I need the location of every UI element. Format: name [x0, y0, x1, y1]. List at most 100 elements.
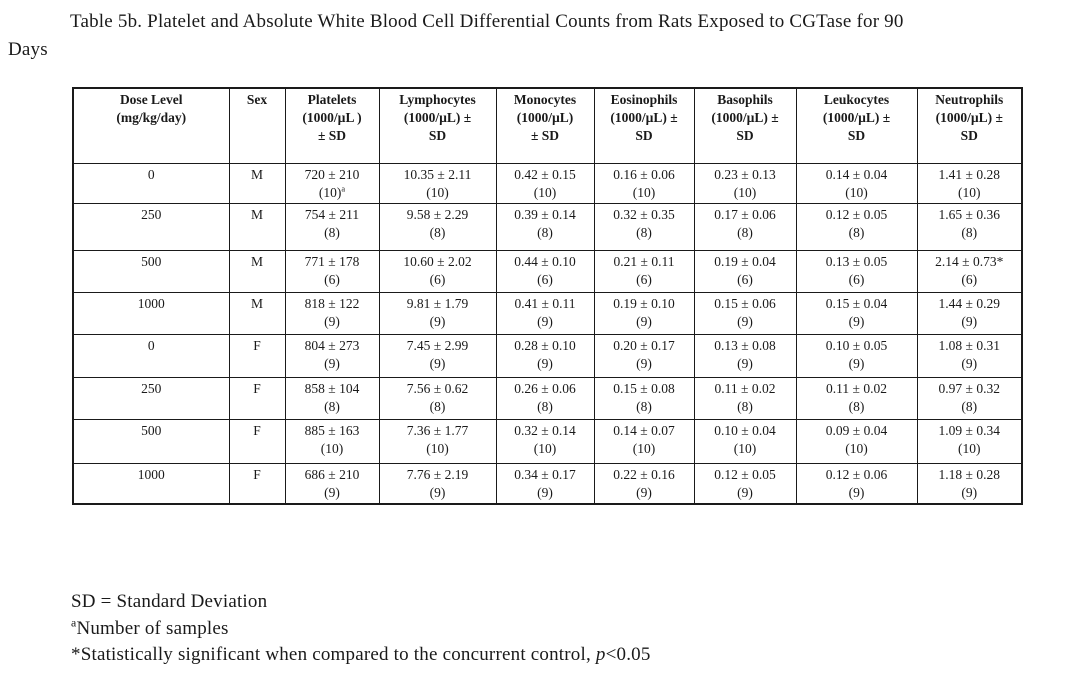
- cell-sex: F: [228, 419, 286, 464]
- cell-sample-count: (10): [426, 441, 449, 456]
- cell-sample-count: (9): [537, 314, 553, 329]
- table-row: 250 F 858 ± 104 (8) 7.56 ± 0.62 (8) 0.26 ± 0.0…: [72, 377, 1023, 420]
- cell-sample-count: (9): [324, 356, 340, 371]
- cell-value: 1.09 ± 0.34: [938, 423, 1000, 438]
- cell-value: 1.41 ± 0.28: [938, 167, 1000, 182]
- cell-sample-count: (9): [429, 356, 446, 371]
- cell-sample-count: (9): [737, 314, 753, 329]
- column-header-neutrophils: Neutrophils (1000/µL) ± SD: [916, 87, 1023, 164]
- cell-sex: M: [228, 292, 286, 335]
- cell-platelets: 804 ± 273 (9): [284, 334, 380, 378]
- cell-value: 771 ± 178: [304, 254, 360, 269]
- cell-sex: M: [228, 163, 286, 204]
- cell-value: 0.14 ± 0.04: [825, 167, 888, 182]
- cell-neutrophils: 1.09 ± 0.34 (10): [916, 419, 1023, 464]
- cell-basophils: 0.23 ± 0.13 (10): [693, 163, 797, 204]
- cell-sample-count: (10): [533, 441, 557, 456]
- table-header: Dose Level (mg/kg/day) Sex Platelets (1000/µ…: [72, 87, 1023, 164]
- column-header-sex: Sex: [228, 87, 286, 164]
- column-header-leukocytes: Leukocytes (1000/µL) ± SD: [795, 87, 918, 164]
- cell-sex: F: [228, 334, 286, 378]
- cell-sample-count: (9): [737, 485, 753, 500]
- column-header-line: ± SD: [317, 128, 347, 143]
- cell-sample-count: (9): [848, 314, 865, 329]
- column-header-line: Leukocytes: [823, 92, 890, 107]
- cell-sex: M: [228, 250, 286, 293]
- cell-neutrophils: 1.18 ± 0.28 (9): [916, 463, 1023, 505]
- cell-sample-count: (10): [320, 441, 344, 456]
- footnote-text: a: [71, 616, 77, 630]
- cell-platelets: 885 ± 163 (10): [284, 419, 380, 464]
- column-header-line: (mg/kg/day): [116, 110, 187, 125]
- cell-value: 720 ± 210: [304, 167, 360, 182]
- column-header-line: SD: [428, 128, 447, 143]
- cell-value: 0.19 ± 0.10: [613, 296, 675, 311]
- column-header-line: Basophils: [717, 92, 773, 107]
- cell-value: 0.39 ± 0.14: [514, 207, 576, 222]
- cell-sample-count: (8): [429, 399, 446, 414]
- cell-value: 1.65 ± 0.36: [938, 207, 1000, 222]
- cell-leukocytes: 0.14 ± 0.04 (10): [795, 163, 918, 204]
- cell-value: 0.11 ± 0.02: [826, 381, 887, 396]
- cell-sample-count: (10): [533, 185, 557, 200]
- cell-value: 0.32 ± 0.35: [613, 207, 675, 222]
- column-header-line: Sex: [246, 92, 268, 107]
- cell-basophils: 0.11 ± 0.02 (8): [693, 377, 797, 420]
- cell-value: 0.10 ± 0.05: [825, 338, 888, 353]
- cell-monocytes: 0.39 ± 0.14 (8): [495, 203, 595, 251]
- cell-eosinophils: 0.22 ± 0.16 (9): [593, 463, 695, 505]
- table-row: 500 F 885 ± 163 (10) 7.36 ± 1.77 (10) 0.32 ± 0…: [72, 419, 1023, 464]
- cell-leukocytes: 0.13 ± 0.05 (6): [795, 250, 918, 293]
- cell-neutrophils: 1.41 ± 0.28 (10): [916, 163, 1023, 204]
- cell-lymphocytes: 9.58 ± 2.29 (8): [378, 203, 497, 251]
- cell-dose: 500: [72, 250, 230, 293]
- cell-value: 0.10 ± 0.04: [714, 423, 776, 438]
- cell-value: 0.41 ± 0.11: [514, 296, 576, 311]
- cell-sample-count: (9): [737, 356, 753, 371]
- cell-value: 0.15 ± 0.06: [714, 296, 776, 311]
- column-header-line: Neutrophils: [935, 92, 1004, 107]
- cell-value: 0.23 ± 0.13: [714, 167, 776, 182]
- cell-sample-count: (6): [636, 272, 652, 287]
- cell-dose: 250: [72, 203, 230, 251]
- table-title-line-2: Days: [8, 39, 48, 60]
- cell-sample-count: (10): [632, 185, 656, 200]
- column-header-line: (1000/µL) ±: [711, 110, 779, 125]
- cell-sample-count: (6): [737, 272, 753, 287]
- cell-value: 0.12 ± 0.05: [825, 207, 888, 222]
- table-row: 500 M 771 ± 178 (6) 10.60 ± 2.02 (6) 0.44 ± 0.…: [72, 250, 1023, 293]
- table-row: 0 F 804 ± 273 (9) 7.45 ± 2.99 (9) 0.28 ± 0.10 (…: [72, 334, 1023, 378]
- cell-sample-count: (8): [636, 399, 652, 414]
- cell-sample-count: (9): [324, 485, 340, 500]
- column-header-line: Eosinophils: [610, 92, 678, 107]
- cell-basophils: 0.13 ± 0.08 (9): [693, 334, 797, 378]
- column-header-line: (1000/µL) ±: [935, 110, 1003, 125]
- cell-sample-count: (10): [958, 441, 981, 456]
- cell-platelets: 686 ± 210 (9): [284, 463, 380, 505]
- cell-value: 2.14 ± 0.73*: [935, 254, 1004, 269]
- cell-value: 0.32 ± 0.14: [514, 423, 576, 438]
- cell-neutrophils: 0.97 ± 0.32 (8): [916, 377, 1023, 420]
- cell-sample-count: (9): [961, 485, 978, 500]
- table-title-line-1: Table 5b. Platelet and Absolute White Bl…: [70, 11, 904, 32]
- column-header-line: (1000/µL) ±: [822, 110, 891, 125]
- cell-eosinophils: 0.21 ± 0.11 (6): [593, 250, 695, 293]
- column-header-line: SD: [736, 128, 754, 143]
- cell-dose: 0: [72, 163, 230, 204]
- cell-monocytes: 0.44 ± 0.10 (6): [495, 250, 595, 293]
- cell-value: 754 ± 211: [304, 207, 360, 222]
- cell-value: 1.18 ± 0.28: [938, 467, 1000, 482]
- cell-sample-count: (9): [429, 314, 446, 329]
- cell-value: 0.15 ± 0.08: [613, 381, 675, 396]
- column-header-eosinophils: Eosinophils (1000/µL) ± SD: [593, 87, 695, 164]
- cell-leukocytes: 0.12 ± 0.05 (8): [795, 203, 918, 251]
- cell-eosinophils: 0.32 ± 0.35 (8): [593, 203, 695, 251]
- cell-sample-count: (9): [636, 356, 652, 371]
- cell-monocytes: 0.42 ± 0.15 (10): [495, 163, 595, 204]
- column-header-line: SD: [960, 128, 978, 143]
- footnote-line: *Statistically significant when compared…: [71, 642, 651, 669]
- footnote-text: <0.05: [605, 644, 651, 665]
- cell-sample-count: (9): [961, 356, 978, 371]
- cell-sample-count: (6): [848, 272, 865, 287]
- footnote-text: *Statistically significant when compared…: [71, 644, 596, 665]
